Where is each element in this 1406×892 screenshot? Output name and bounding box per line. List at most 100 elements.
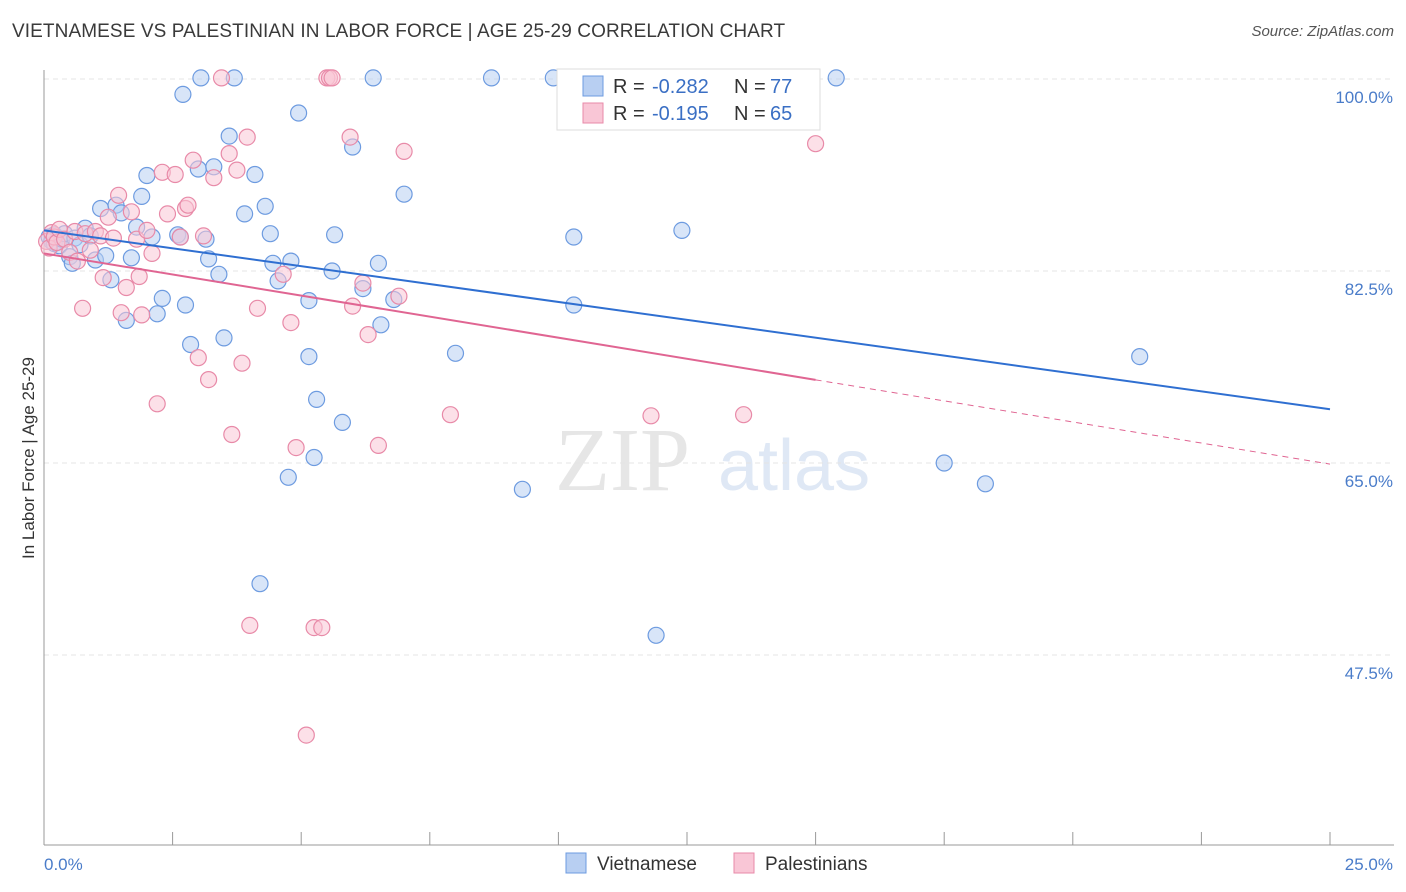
legend-swatch-palestinians xyxy=(582,102,604,124)
data-point-vietnamese xyxy=(935,454,953,472)
data-point-palestinians xyxy=(282,314,300,332)
series-legend: Vietnamese Palestinians xyxy=(565,852,867,875)
bottom-legend-vietnamese: Vietnamese xyxy=(597,854,697,875)
data-point-vietnamese xyxy=(148,305,166,323)
legend-n-value-1: 77 xyxy=(770,76,792,98)
data-point-palestinians xyxy=(143,244,161,262)
data-point-vietnamese xyxy=(122,249,140,267)
data-point-palestinians xyxy=(112,304,130,322)
data-point-vietnamese xyxy=(647,626,665,644)
source-credit: Source: ZipAtlas.com xyxy=(1251,23,1394,40)
x-tick-label-min: 0.0% xyxy=(44,855,83,874)
data-point-palestinians xyxy=(359,326,377,344)
data-point-vietnamese xyxy=(300,348,318,366)
data-point-palestinians xyxy=(194,227,213,245)
data-point-vietnamese xyxy=(372,316,390,334)
chart-title: VIETNAMESE VS PALESTINIAN IN LABOR FORCE… xyxy=(12,21,786,42)
data-point-vietnamese xyxy=(513,480,532,498)
data-point-palestinians xyxy=(220,145,238,163)
data-point-vietnamese xyxy=(133,187,151,205)
trend-line-extension-palestinians xyxy=(815,379,1331,465)
data-point-palestinians xyxy=(228,161,246,179)
data-point-palestinians xyxy=(138,221,156,239)
data-point-palestinians xyxy=(68,252,87,270)
data-point-palestinians xyxy=(642,407,660,425)
y-axis-label: In Labor Force | Age 25-29 xyxy=(19,357,38,559)
data-point-palestinians xyxy=(441,406,459,424)
data-point-vietnamese xyxy=(215,329,233,347)
data-point-vietnamese xyxy=(1131,348,1149,366)
data-point-palestinians xyxy=(369,436,387,454)
data-point-palestinians xyxy=(212,69,231,87)
legend-r-value-2: -0.195 xyxy=(652,103,709,125)
data-point-palestinians xyxy=(241,616,259,635)
data-point-palestinians xyxy=(223,425,241,444)
data-point-vietnamese xyxy=(673,221,691,239)
data-point-palestinians xyxy=(341,128,359,146)
data-point-palestinians xyxy=(189,349,207,367)
data-point-palestinians xyxy=(233,354,251,372)
data-point-palestinians xyxy=(354,274,372,292)
y-tick-label: 82.5% xyxy=(1345,280,1393,299)
correlation-legend: R = -0.282 N = 77 R = -0.195 N = 65 xyxy=(556,68,821,131)
data-point-palestinians xyxy=(238,128,256,146)
data-point-vietnamese xyxy=(395,185,413,203)
data-point-palestinians xyxy=(73,299,92,317)
data-point-palestinians xyxy=(274,265,292,283)
trend-line-palestinians xyxy=(43,252,816,381)
watermark-zip: ZIP xyxy=(555,411,690,510)
axes xyxy=(43,70,1394,846)
data-point-palestinians xyxy=(148,395,166,413)
data-point-palestinians xyxy=(313,618,331,637)
data-point-palestinians xyxy=(158,205,177,223)
data-point-vietnamese xyxy=(192,69,210,87)
data-point-vietnamese xyxy=(827,69,845,87)
bottom-legend-swatch-vietnamese xyxy=(565,852,587,874)
data-point-palestinians xyxy=(104,229,123,247)
data-point-vietnamese xyxy=(176,296,195,314)
data-point-palestinians xyxy=(297,726,315,744)
data-point-vietnamese xyxy=(308,390,326,408)
data-point-palestinians xyxy=(166,165,184,184)
data-point-vietnamese xyxy=(976,475,995,493)
data-point-vietnamese xyxy=(153,289,171,307)
data-point-vietnamese xyxy=(97,247,115,265)
data-point-palestinians xyxy=(122,203,140,221)
data-point-vietnamese xyxy=(174,85,192,104)
legend-n-value-2: 65 xyxy=(770,103,792,125)
data-point-palestinians xyxy=(395,142,413,160)
tick-labels: 100.0% 82.5% 65.0% 47.5% 0.0% 25.0% xyxy=(43,88,1393,874)
data-point-vietnamese xyxy=(200,250,218,268)
data-point-palestinians xyxy=(200,371,218,389)
data-point-vietnamese xyxy=(305,448,323,467)
data-point-palestinians xyxy=(734,406,753,424)
data-point-palestinians xyxy=(287,439,305,457)
data-point-palestinians xyxy=(117,278,135,297)
legend-r-label-1: R = xyxy=(613,76,645,98)
data-point-vietnamese xyxy=(482,69,501,87)
data-point-palestinians xyxy=(806,135,825,153)
data-point-palestinians xyxy=(344,297,362,315)
data-point-vietnamese xyxy=(138,166,156,185)
data-point-palestinians xyxy=(248,299,267,317)
data-point-vietnamese xyxy=(364,69,382,87)
data-point-palestinians xyxy=(99,208,117,226)
y-tick-label: 100.0% xyxy=(1335,88,1393,107)
data-point-vietnamese xyxy=(182,335,200,354)
data-point-vietnamese xyxy=(326,226,344,244)
data-point-palestinians xyxy=(81,241,99,259)
data-point-palestinians xyxy=(179,196,197,214)
trend-line-vietnamese xyxy=(43,229,1331,411)
legend-r-label-2: R = xyxy=(613,103,645,125)
data-point-vietnamese xyxy=(369,254,387,272)
data-point-vietnamese xyxy=(251,575,269,593)
legend-r-value-1: -0.282 xyxy=(652,76,709,98)
bottom-legend-palestinians: Palestinians xyxy=(765,854,867,875)
data-point-vietnamese xyxy=(279,468,297,486)
data-point-vietnamese xyxy=(565,228,583,246)
data-point-vietnamese xyxy=(246,165,264,184)
data-point-vietnamese xyxy=(210,265,228,283)
trend-lines xyxy=(43,229,1331,465)
data-point-palestinians xyxy=(171,228,189,246)
